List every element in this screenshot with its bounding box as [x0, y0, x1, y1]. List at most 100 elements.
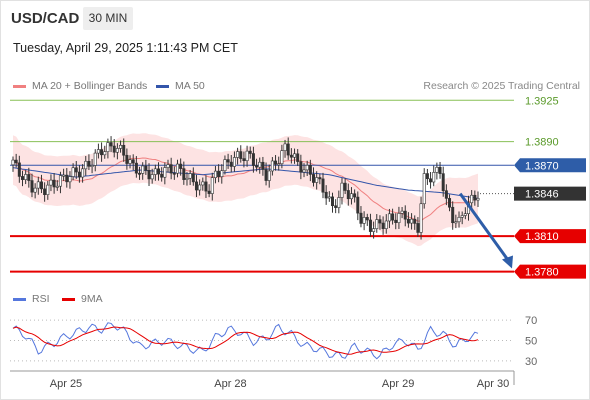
candle-body	[191, 173, 195, 183]
candle-body	[261, 161, 265, 170]
legend-ma50-label: MA 50	[175, 80, 205, 92]
candle-body	[337, 197, 341, 208]
forecast-arrow-shaft	[458, 192, 511, 263]
candle-body	[438, 166, 442, 174]
candle-body	[138, 172, 142, 175]
candle-body	[305, 164, 309, 171]
candle-body	[153, 168, 157, 175]
candle-body	[258, 161, 262, 168]
candle-body	[425, 173, 429, 180]
candles	[11, 136, 480, 240]
candle-body	[460, 215, 464, 218]
forecast-arrow-head	[502, 255, 513, 269]
legend-rsi-label: RSI	[32, 293, 50, 305]
candle-body	[441, 173, 445, 191]
candle-body	[356, 196, 360, 214]
candle-body	[46, 184, 50, 195]
candle-body	[340, 182, 344, 198]
candle-body	[119, 144, 123, 149]
x-tick-label: Apr 28	[214, 378, 246, 390]
candle-body	[236, 151, 240, 158]
ma20-line	[12, 157, 479, 222]
research-credit: Research © 2025 Trading Central	[423, 80, 580, 92]
candle-body	[419, 203, 423, 233]
candle-body	[30, 180, 34, 193]
candle-body	[172, 172, 176, 175]
candle-body	[248, 150, 252, 154]
candle-body	[204, 181, 208, 192]
candle-body	[448, 198, 452, 208]
candle-body	[87, 160, 91, 167]
candle-body	[349, 193, 353, 200]
candle-body	[429, 178, 433, 183]
timeframe-badge[interactable]: 30 MIN	[83, 7, 133, 30]
candle-body	[11, 159, 15, 166]
candle-body	[381, 222, 385, 229]
candle-body	[280, 150, 284, 165]
candle-body	[470, 194, 474, 204]
x-tick-label: Apr 25	[50, 378, 82, 390]
candle-body	[141, 165, 145, 174]
candle-body	[239, 151, 243, 159]
current-price-tag	[514, 186, 586, 201]
candle-body	[321, 178, 325, 193]
candle-body	[125, 154, 129, 164]
candle-body	[283, 143, 287, 151]
candle-body	[100, 149, 104, 156]
candle-body	[43, 188, 47, 195]
level-label-pivot: 1.3870	[525, 160, 559, 172]
candle-body	[457, 217, 461, 223]
ma20-swatch	[13, 84, 26, 88]
candle-body	[27, 174, 31, 181]
candle-body	[93, 152, 97, 166]
candle-body	[251, 153, 255, 166]
candle-body	[410, 218, 414, 224]
legend-ma50: MA 50	[156, 80, 205, 92]
candle-body	[77, 171, 81, 178]
level-label-resistance: 1.3890	[525, 137, 559, 149]
candle-body	[444, 190, 448, 199]
level-label-support: 1.3810	[525, 231, 559, 243]
candle-body	[432, 172, 436, 183]
symbol-title: USD/CAD	[11, 10, 80, 27]
candle-body	[242, 158, 246, 161]
candle-body	[147, 170, 151, 180]
candle-body	[223, 159, 227, 172]
candle-body	[476, 198, 480, 201]
candle-body	[194, 181, 198, 191]
candle-body	[122, 144, 126, 156]
x-tick-label: Apr 30	[477, 378, 509, 390]
candle-body	[106, 142, 110, 152]
candle-body	[39, 181, 43, 190]
candle-body	[185, 177, 189, 180]
legend-rsi-ma-label: 9MA	[81, 293, 103, 305]
candle-body	[384, 220, 388, 229]
candle-body	[68, 176, 72, 183]
candle-body	[359, 212, 363, 224]
candle-body	[144, 165, 148, 171]
candle-body	[422, 173, 426, 205]
candle-body	[71, 167, 75, 177]
candle-body	[128, 159, 132, 164]
candle-body	[188, 173, 192, 179]
level-tag-pivot	[514, 158, 586, 173]
candle-body	[115, 148, 119, 153]
candle-body	[403, 210, 407, 220]
legend-ma20: MA 20 + Bollinger Bands	[13, 80, 147, 92]
candle-body	[232, 157, 236, 167]
candle-body	[157, 168, 161, 175]
candle-body	[52, 179, 56, 188]
current-price-label: 1.3846	[525, 189, 559, 201]
candle-body	[96, 149, 100, 154]
candle-body	[58, 175, 62, 187]
candle-body	[274, 160, 278, 165]
candle-body	[330, 196, 334, 207]
candle-body	[213, 170, 217, 178]
candle-body	[343, 182, 347, 191]
candle-body	[175, 163, 179, 174]
candle-body	[312, 174, 316, 183]
candle-body	[299, 161, 303, 173]
candle-body	[20, 176, 24, 180]
level-label-resistance: 1.3925	[525, 95, 559, 107]
candle-body	[353, 193, 357, 198]
